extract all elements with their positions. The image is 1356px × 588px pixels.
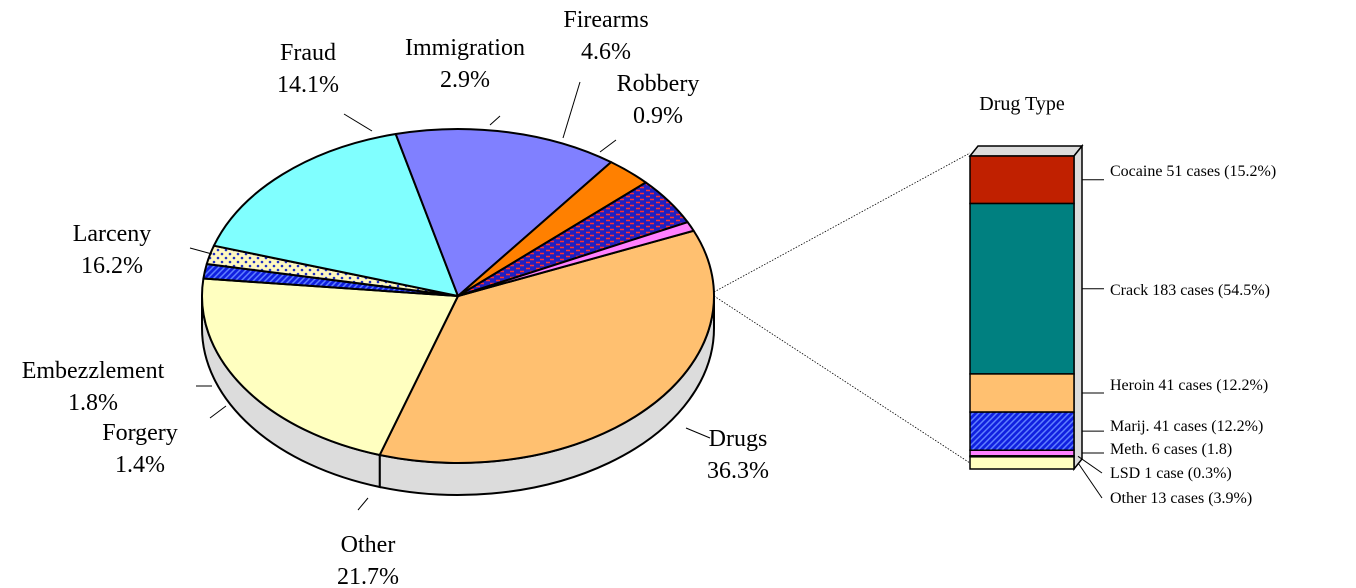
bar-leader-lsd bbox=[1077, 455, 1103, 474]
pie-label-drugs: Drugs 36.3% bbox=[707, 426, 769, 484]
pie-slice-larceny bbox=[212, 133, 459, 297]
pie-slice-drugs bbox=[378, 229, 715, 465]
pie-label-value-firearms: 4.6% bbox=[581, 39, 631, 65]
pie-label-value-larceny: 16.2% bbox=[81, 253, 143, 279]
pie-label-value-other: 21.7% bbox=[337, 564, 399, 588]
pie-label-name-firearms: Firearms bbox=[563, 7, 648, 33]
bar-side-face bbox=[1073, 143, 1083, 472]
pie-label-name-other: Other bbox=[341, 532, 396, 558]
pie-label-value-forgery: 1.4% bbox=[115, 452, 165, 478]
bar-label-marij: Marij. 41 cases (12.2%) bbox=[1110, 418, 1263, 435]
pie-chart: Drugs 36.3% Other 21.7% Forgery 1.4% Embezzlem… bbox=[22, 7, 769, 588]
pie-label-forgery: Forgery 1.4% bbox=[102, 420, 178, 478]
pie-label-value-embezzlement: 1.8% bbox=[68, 390, 118, 416]
leader-line-robbery bbox=[599, 139, 617, 153]
pie-label-value-immigration: 2.9% bbox=[440, 67, 490, 93]
bar-segment-cocaine bbox=[969, 155, 1075, 205]
pie-label-embezzlement: Embezzlement 1.8% bbox=[22, 358, 165, 416]
bar-segment-heroin bbox=[969, 373, 1075, 413]
bar-label-meth: Meth. 6 cases (1.8) bbox=[1110, 441, 1232, 458]
pie-label-larceny: Larceny 16.2% bbox=[73, 221, 152, 279]
pie-label-name-immigration: Immigration bbox=[405, 35, 525, 61]
leader-line-immigration bbox=[489, 115, 501, 126]
pie-label-fraud: Fraud 14.1% bbox=[277, 40, 339, 98]
pie-slice-fraud bbox=[394, 128, 613, 297]
pie-slice-robbery bbox=[457, 221, 695, 297]
drug-type-bar-chart: Drug Type Cocaine 51 cases (15.2%) Crack 1… bbox=[713, 93, 1276, 507]
bar-label-other: Other 13 cases (3.9%) bbox=[1110, 490, 1252, 507]
bar-title: Drug Type bbox=[979, 93, 1065, 115]
pie-label-name-larceny: Larceny bbox=[73, 221, 152, 247]
bar-label-cocaine: Cocaine 51 cases (15.2%) bbox=[1110, 163, 1276, 180]
leader-line-other bbox=[357, 497, 369, 511]
bar-top-face bbox=[968, 145, 1084, 157]
bar-leader-other bbox=[1077, 462, 1103, 499]
pie-label-value-drugs: 36.3% bbox=[707, 458, 769, 484]
leader-line-drugs bbox=[685, 427, 711, 439]
bar-segment-meth bbox=[969, 449, 1075, 457]
leader-line-larceny bbox=[189, 247, 213, 255]
bar-segment-crack bbox=[969, 202, 1075, 375]
bar-segment-marij bbox=[969, 411, 1075, 451]
pie-label-name-drugs: Drugs bbox=[709, 426, 768, 452]
leader-line-firearms bbox=[562, 81, 581, 139]
bar-segment-other bbox=[969, 456, 1075, 470]
pie-label-robbery: Robbery 0.9% bbox=[617, 71, 700, 129]
bar-label-lsd: LSD 1 case (0.3%) bbox=[1110, 465, 1232, 482]
pie-label-firearms: Firearms 4.6% bbox=[563, 7, 648, 65]
bar-label-crack: Crack 183 cases (54.5%) bbox=[1110, 282, 1270, 299]
pie-label-immigration: Immigration 2.9% bbox=[405, 35, 525, 93]
pie-label-name-forgery: Forgery bbox=[102, 420, 178, 446]
pie-label-value-fraud: 14.1% bbox=[277, 72, 339, 98]
leader-line-forgery bbox=[209, 405, 227, 419]
pie-label-name-embezzlement: Embezzlement bbox=[22, 358, 165, 384]
pie-label-name-robbery: Robbery bbox=[617, 71, 700, 97]
bar-label-heroin: Heroin 41 cases (12.2%) bbox=[1110, 377, 1268, 394]
leader-line-fraud bbox=[343, 113, 373, 132]
pie-slice-other bbox=[201, 277, 459, 456]
pie-label-value-robbery: 0.9% bbox=[633, 103, 683, 129]
pie-label-other: Other 21.7% bbox=[337, 532, 399, 588]
connector-line-top bbox=[713, 152, 971, 293]
pie-label-name-fraud: Fraud bbox=[280, 40, 336, 66]
